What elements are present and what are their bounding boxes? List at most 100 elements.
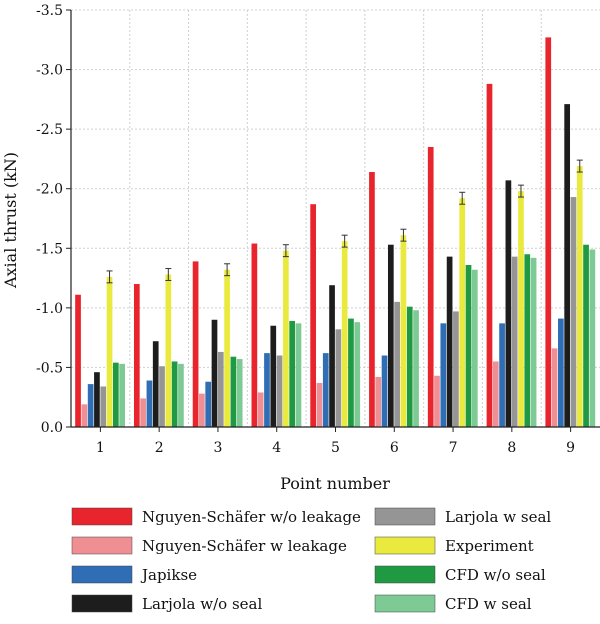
bar	[511, 256, 518, 427]
y-tick-label: -1.5	[36, 241, 63, 257]
bar	[400, 235, 407, 427]
x-tick-label: 4	[272, 440, 281, 456]
bar	[551, 348, 558, 427]
bar	[530, 257, 537, 427]
y-tick-labels: 0.0 -0.5 -1.0 -1.5 -2.0 -2.5 -3.0 -3.5	[36, 3, 63, 436]
x-tick-label: 8	[507, 440, 516, 456]
bar	[159, 366, 165, 427]
bar	[295, 323, 302, 427]
bar	[413, 310, 419, 427]
legend-swatch	[374, 594, 436, 613]
bar	[434, 375, 440, 427]
bar	[217, 351, 224, 427]
bar	[394, 301, 400, 427]
bar	[236, 359, 243, 427]
bar	[427, 147, 434, 427]
bar	[348, 318, 354, 427]
legend-label: Experiment	[445, 537, 534, 555]
bar	[465, 264, 472, 427]
bar	[576, 166, 583, 427]
bar	[459, 198, 466, 427]
bar	[251, 243, 258, 427]
bar	[387, 244, 394, 427]
bar	[205, 381, 212, 427]
bar	[276, 355, 283, 427]
bar	[564, 104, 571, 428]
bar	[87, 384, 94, 427]
x-tick-label: 9	[566, 440, 575, 456]
legend-swatch	[71, 594, 133, 613]
bar	[224, 269, 230, 427]
legend-item: Larjola w seal	[374, 507, 551, 526]
bar	[178, 363, 184, 427]
legend-item: Experiment	[374, 536, 534, 555]
y-tick-label: 0.0	[41, 420, 63, 436]
bar	[375, 376, 382, 427]
bar	[283, 250, 289, 427]
legend-item: CFD w/o seal	[374, 565, 546, 584]
bar	[270, 325, 277, 427]
y-tick-label: -2.0	[36, 182, 63, 198]
bar	[329, 285, 335, 427]
bar	[106, 276, 113, 427]
bar	[335, 329, 342, 427]
x-tick-label: 1	[96, 440, 105, 456]
bar	[446, 256, 453, 427]
y-tick-label: -2.5	[36, 122, 63, 138]
bar	[310, 204, 316, 427]
error-bars-group	[106, 159, 583, 284]
legend-swatch	[374, 565, 436, 584]
legend-label: Larjola w seal	[445, 508, 551, 526]
x-tick-label: 3	[213, 440, 222, 456]
y-tick-label: -3.5	[36, 3, 63, 19]
legend-label: Japikse	[140, 566, 197, 584]
bar	[492, 361, 499, 427]
bar	[440, 323, 447, 427]
x-tick-label: 5	[331, 440, 340, 456]
bar	[264, 353, 270, 427]
bars-group	[75, 37, 596, 428]
bar	[192, 261, 199, 427]
bar	[146, 380, 153, 427]
bar	[316, 382, 323, 427]
bar	[406, 306, 413, 427]
bar	[100, 386, 107, 427]
bar	[570, 197, 577, 427]
legend-swatch	[374, 507, 436, 526]
bar	[152, 341, 159, 427]
bar	[165, 274, 172, 427]
bar	[322, 353, 329, 427]
bar	[583, 244, 589, 427]
bar	[471, 269, 478, 427]
bar	[289, 320, 296, 427]
axes-group	[66, 9, 600, 432]
x-tick-label: 2	[155, 440, 164, 456]
y-tick-label: -1.0	[36, 301, 63, 317]
bar	[75, 294, 81, 427]
legend-item: Japikse	[71, 565, 197, 584]
bar	[499, 323, 505, 427]
legend-label: Nguyen-Schäfer w leakage	[142, 537, 347, 555]
bar	[171, 361, 178, 427]
bar	[524, 254, 531, 427]
legend-label: CFD w seal	[445, 595, 532, 613]
bar	[140, 398, 146, 427]
bar	[486, 83, 493, 428]
bar	[518, 191, 524, 427]
legend-swatch	[71, 565, 133, 584]
x-axis-label: Point number	[280, 474, 390, 493]
bar	[354, 322, 361, 427]
legend-label: Larjola w/o seal	[142, 595, 262, 613]
bar	[589, 249, 596, 427]
bar	[94, 372, 100, 427]
legend-label: Nguyen-Schäfer w/o leakage	[142, 508, 361, 526]
legend-swatch	[71, 507, 133, 526]
bar	[558, 318, 564, 427]
bar	[112, 362, 119, 427]
x-tick-labels: 1 2 3 4 5 6 7 8 9	[96, 440, 575, 456]
x-tick-label: 7	[449, 440, 458, 456]
bar	[199, 393, 205, 427]
bar	[81, 404, 88, 427]
